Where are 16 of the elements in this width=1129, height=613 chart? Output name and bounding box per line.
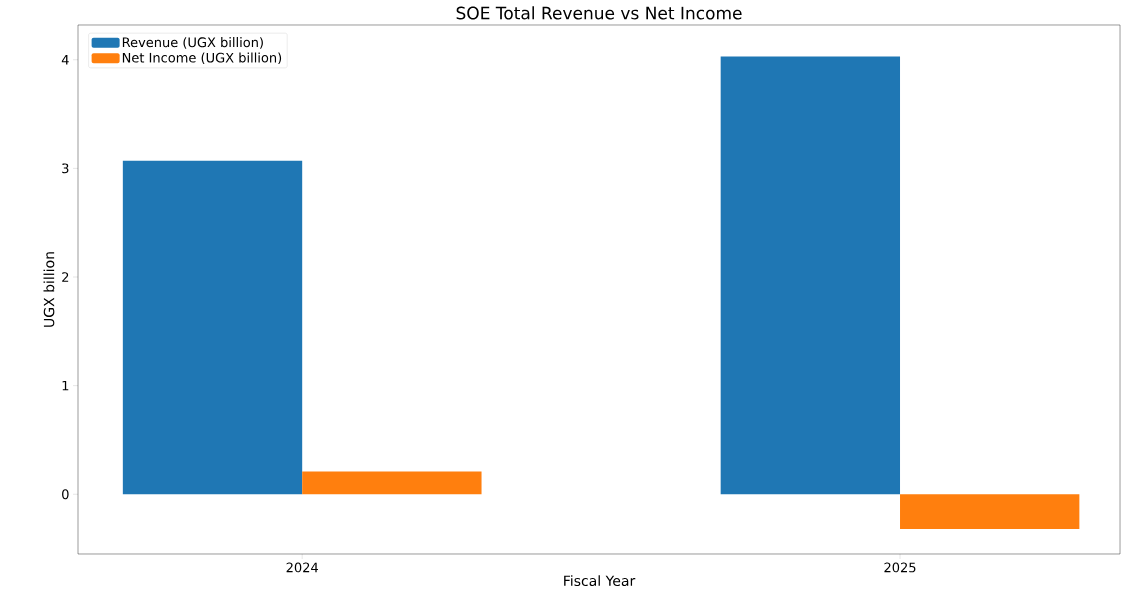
y-tick-label: 4: [61, 55, 69, 65]
chart-title: SOE Total Revenue vs Net Income: [456, 6, 742, 20]
x-tick-label: 2025: [884, 562, 916, 573]
y-tick-label: 0: [62, 489, 69, 500]
legend-label: Net Income (UGX billion): [122, 52, 282, 65]
y-axis-title: UGX billion: [43, 252, 55, 327]
x-axis-title: Fiscal Year: [564, 575, 636, 587]
bar: [302, 471, 482, 495]
bar: [720, 56, 901, 495]
x-tick-label: 2024: [286, 562, 318, 573]
y-tick-label: 2: [62, 272, 69, 282]
y-tick-label: 3: [62, 163, 69, 174]
bar: [900, 494, 1080, 530]
y-tick-label: 1: [62, 380, 69, 391]
legend-label: Revenue (UGX billion): [122, 37, 263, 49]
bar: [122, 160, 303, 495]
